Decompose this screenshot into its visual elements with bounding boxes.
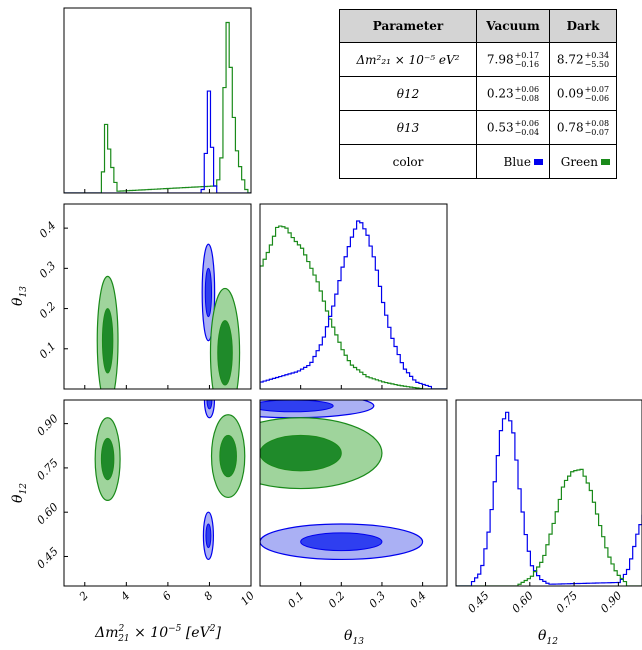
panel-frame-c1 [63, 203, 252, 390]
y-tick-label-theta13: 0.2 [37, 299, 59, 321]
histogram-theta12-dark [456, 468, 642, 586]
x-tick-label-dm21: 4 [118, 589, 133, 604]
table-header-row: Parameter Vacuum Dark [339, 9, 617, 43]
y-tick-label-theta13: 0.1 [37, 340, 59, 362]
param-cell: Δm²₂₁ × 10⁻⁵ eV² [339, 42, 477, 77]
blue-swatch [534, 159, 543, 165]
table-row: θ13 0.53 +0.06 −0.04 0.78 +0.08 −0.07 [339, 110, 617, 145]
contour-68-theta12_vs_theta13-8 [260, 400, 334, 413]
x-tick-label-theta13: 0.1 [285, 589, 307, 611]
y-tick-label-theta12: 0.90 [34, 412, 61, 439]
histogram-dm21-dark [64, 21, 251, 193]
x-tick-label-theta12: 0.75 [554, 589, 581, 616]
y-axis-label-theta13: θ13 [10, 286, 29, 306]
contour-68-theta13_vs_dm21-0 [204, 267, 213, 318]
contour-68-theta12_vs_dm21-3 [205, 523, 212, 549]
x-tick-label-theta12: 0.60 [509, 589, 536, 616]
green-swatch [601, 159, 610, 165]
histogram-dm21-vacuum [64, 90, 251, 193]
table-row: θ12 0.23 +0.06 −0.08 0.09 +0.07 −0.06 [339, 76, 617, 111]
contour-68-theta13_vs_dm21-2 [217, 320, 233, 386]
x-tick-label-dm21: 10 [238, 589, 257, 608]
param-cell: θ13 [339, 110, 477, 145]
panel-frame-ht12 [455, 399, 642, 587]
contour-68-theta12_vs_theta13-7 [300, 532, 383, 552]
contour-68-theta12_vs_dm21-4 [206, 400, 213, 410]
panel-frame-c2 [63, 399, 252, 587]
x-tick-label-theta13: 0.2 [326, 589, 348, 611]
value-cell: 0.53 +0.06 −0.04 [476, 110, 550, 145]
value-cell: 0.09 +0.07 −0.06 [549, 76, 617, 111]
x-axis-label-theta13: θ13 [344, 628, 364, 647]
header-dark: Dark [549, 9, 617, 43]
panel-frame-ht13 [259, 203, 448, 390]
y-tick-label-theta13: 0.3 [37, 259, 59, 281]
contour-68-theta12_vs_dm21-6 [219, 434, 237, 478]
value-cell: 7.98 +0.17 −0.16 [476, 42, 550, 77]
x-axis-label-dm21: Δm2 21 × 10−5 [eV2] [94, 624, 221, 644]
y-tick-label-theta12: 0.60 [34, 500, 61, 527]
value-cell: 0.23 +0.06 −0.08 [476, 76, 550, 111]
y-axis-label-theta12: θ12 [10, 483, 29, 503]
x-axis-label-theta12: θ12 [538, 628, 558, 647]
value-cell: 8.72 +0.34 −5.50 [549, 42, 617, 77]
x-tick-label-dm21: 6 [160, 589, 174, 603]
parameter-table: Parameter Vacuum Dark Δm²₂₁ × 10⁻⁵ eV² 7… [339, 9, 617, 179]
histogram-theta13-vacuum [260, 220, 447, 389]
param-cell: θ12 [339, 76, 477, 111]
contour-68-theta12_vs_dm21-5 [100, 437, 115, 481]
contour-68-theta12_vs_theta13-9 [260, 434, 342, 472]
value-cell: 0.78 +0.08 −0.07 [549, 110, 617, 145]
table-row: color Blue Green [339, 144, 617, 179]
contour-68-theta13_vs_dm21-1 [101, 308, 114, 374]
histogram-theta12-vacuum [456, 411, 642, 586]
x-tick-label-theta12: 0.90 [598, 589, 625, 616]
x-tick-label-theta13: 0.4 [407, 589, 429, 611]
histogram-theta13-dark [260, 225, 447, 389]
header-vacuum: Vacuum [476, 9, 550, 43]
param-cell: color [339, 144, 477, 179]
x-tick-label-theta12: 0.45 [465, 589, 492, 616]
y-tick-label-theta13: 0.4 [37, 219, 59, 241]
panel-frame-c3 [259, 399, 448, 587]
x-tick-label-dm21: 8 [201, 589, 215, 603]
color-cell: Green [549, 144, 617, 179]
x-tick-label-dm21: 2 [76, 589, 91, 604]
color-cell: Blue [476, 144, 550, 179]
header-parameter: Parameter [339, 9, 477, 43]
y-tick-label-theta12: 0.75 [34, 456, 61, 483]
table-row: Δm²₂₁ × 10⁻⁵ eV² 7.98 +0.17 −0.16 8.72 +0.3… [339, 42, 617, 77]
y-tick-label-theta12: 0.45 [34, 545, 61, 572]
x-tick-label-theta13: 0.3 [367, 589, 389, 611]
panel-frame-hdm [63, 7, 252, 194]
